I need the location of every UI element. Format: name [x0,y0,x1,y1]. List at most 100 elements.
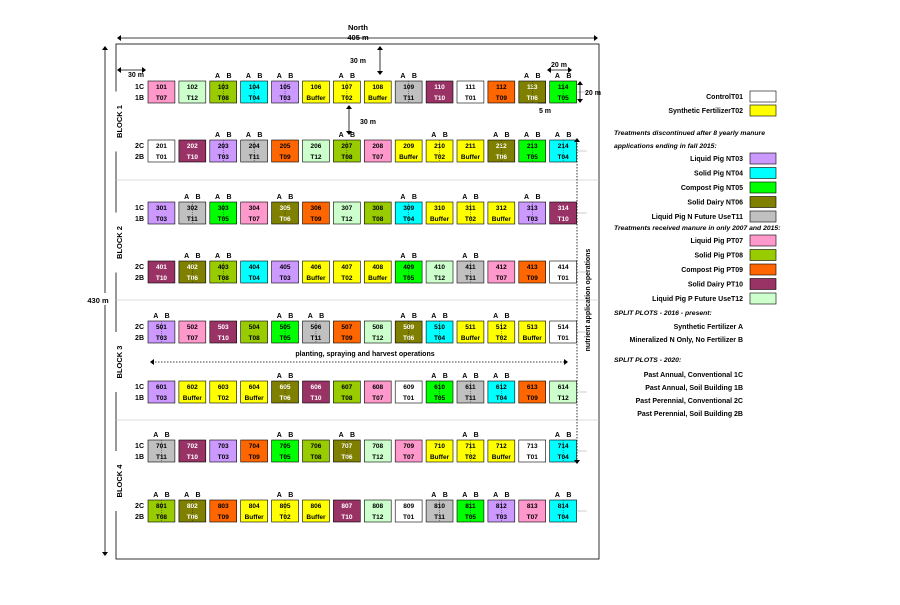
plot-border [456,320,485,344]
plot-treatment: T12 [558,395,570,402]
legend-swatch [749,181,777,194]
plot-top [487,321,515,332]
plot-treatment: T10 [434,95,446,102]
plot-top [549,202,577,213]
plot-bottom [457,151,484,162]
plot-top [302,202,330,213]
gap-top-label: 30 m [350,58,366,65]
legend-swatch [749,196,777,208]
split-a-label: A [462,373,467,380]
plot-treatment: T08 [372,216,384,223]
legend-label: Solid Pig N [694,171,731,178]
plot-number: 813 [527,503,538,510]
plot-top [302,321,330,332]
plot-treatment: T10 [310,395,322,402]
plot-top [426,140,453,151]
split-a-label: A [400,253,405,260]
legend-label: Solid Dairy P [688,282,732,289]
plot-bottom [549,332,577,343]
plot-treatment: T06 [403,335,415,342]
plot-treatment: T10 [156,275,168,282]
plot-bottom [395,451,423,462]
split-b-label: B [443,313,448,320]
legend-swatch [749,104,777,117]
plot-top [333,440,361,451]
plot-treatment: T11 [434,514,445,521]
plot-treatment: Buffer [430,216,450,223]
plot-treatment: T08 [249,335,261,342]
legend-label: Solid Dairy N [687,200,731,207]
plot-treatment: T07 [372,154,384,161]
plot-number: 307 [341,205,352,212]
legend-swatch [749,292,777,305]
split-a-label: A [431,132,436,139]
nutrient-ops-label: nutrient application operations [585,249,592,352]
plot-number: 504 [249,324,260,331]
plot-border [178,320,207,344]
plot-border [209,380,238,404]
split-b-label: B [288,73,293,80]
plot-treatment: T01 [403,514,415,521]
split-b-label: B [505,492,510,499]
plot-top [148,500,175,511]
plot-treatment: T06 [187,514,199,521]
plot-bottom [364,272,392,283]
block-label: BLOCK 4 [115,464,124,498]
plot-number: 206 [311,143,322,150]
split-a-label: A [462,492,467,499]
split-a-label: A [339,132,344,139]
plot-treatment: T07 [496,275,508,282]
legend-code: T02 [731,108,743,115]
plot-top [426,381,453,392]
plot-treatment: T08 [156,514,168,521]
plot-bottom [148,272,175,283]
plot-border [363,439,392,463]
plot-bottom [549,392,577,403]
plot-number: 607 [341,384,352,391]
plot-border [209,320,238,344]
plot-top [178,261,206,272]
plot-bottom [178,151,206,162]
split-b-label: B [226,132,231,139]
plot-treatment: T10 [341,514,353,521]
plot-top [302,440,330,451]
plot-treatment: T05 [434,395,446,402]
plot-treatment: Buffer [368,275,388,282]
plot-top [364,381,392,392]
plot-treatment: T10 [558,216,570,223]
plot-border [363,260,392,284]
plot-top [518,261,546,272]
row-label-bottom: 2B [135,514,144,521]
plot-bottom [395,511,423,522]
block-label: BLOCK 3 [115,346,124,379]
plot-border [363,320,392,344]
legend-split-item: Past Annual, Conventional 1C [644,372,743,379]
plot-treatment: T04 [249,95,261,102]
legend-split-item: Past Perennial, Conventional 2C [636,398,743,405]
row-label-bottom: 1B [135,216,144,223]
plot-top [209,202,237,213]
plot-border [240,201,268,225]
plot-number: 111 [465,84,476,91]
plot-treatment: Buffer [492,216,512,223]
plot-treatment: T08 [218,275,230,282]
row-label-bottom: 2B [135,154,144,161]
plot-treatment: T12 [310,154,322,161]
plot-top [271,81,299,92]
height-label-bg [88,293,108,305]
plot-top [518,381,546,392]
split-b-label: B [505,313,510,320]
plot-top [457,81,484,92]
plot-number: 108 [372,84,383,91]
split-b-label: B [505,132,510,139]
legend-label: Compost Pig N [681,185,731,192]
split-b-label: B [350,132,355,139]
split-b-label: B [288,194,293,201]
plot-top [487,381,515,392]
plot-number: 703 [218,443,229,450]
plot-top [457,202,484,213]
plot-border [425,80,454,104]
split-a-label: A [462,253,467,260]
block-label: BLOCK 1 [115,105,124,138]
